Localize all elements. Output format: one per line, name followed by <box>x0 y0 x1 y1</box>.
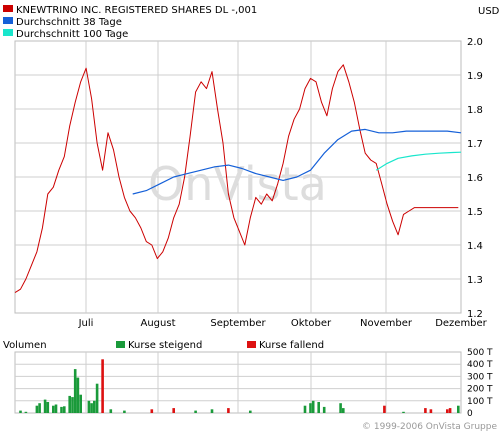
volume-bar <box>303 405 307 413</box>
volume-bar <box>227 408 230 413</box>
volume-bars-group <box>19 359 460 413</box>
watermark-text: OnVista <box>148 157 327 211</box>
volume-bar <box>73 369 77 413</box>
x-tick-label: Oktober <box>291 318 332 329</box>
volume-title: Volumen <box>3 340 47 351</box>
x-tick-label: Dezember <box>435 318 487 329</box>
price-x-axis: Juli August September Oktober November Dezemb… <box>78 318 488 329</box>
volume-tick-label: 0 <box>467 409 473 419</box>
copyright-footer: © 1999-2006 OnVista Gruppe <box>362 422 497 432</box>
legend-label-sma100: Durchschnitt 100 Tage <box>16 29 128 40</box>
series-line-1 <box>132 128 462 195</box>
volume-bar <box>150 409 154 413</box>
legend-swatch-sma100 <box>3 29 13 36</box>
x-tick-label: November <box>360 318 413 329</box>
volume-bar <box>402 411 405 413</box>
series-line-0 <box>14 64 459 294</box>
y-tick-label: 1.5 <box>467 207 483 218</box>
legend-label-falling: Kurse fallend <box>259 340 324 351</box>
volume-bar <box>71 397 74 413</box>
y-tick-label: 1.6 <box>467 173 483 184</box>
volume-bar <box>90 403 93 413</box>
volume-bar <box>249 410 252 413</box>
volume-bar <box>46 402 50 413</box>
volume-bar <box>95 383 99 413</box>
volume-bar <box>317 402 320 413</box>
volume-bar <box>101 359 104 413</box>
volume-bar <box>446 409 449 413</box>
currency-label: USD <box>478 6 500 17</box>
volume-bar <box>24 411 28 413</box>
legend-swatch-price <box>3 5 13 12</box>
volume-bar <box>322 406 326 413</box>
volume-bar <box>68 395 71 413</box>
volume-bar <box>109 409 113 413</box>
volume-tick-label: 500 T <box>467 348 493 358</box>
volume-bar <box>311 400 315 413</box>
volume-bar <box>194 410 197 413</box>
y-tick-label: 1.9 <box>467 71 483 82</box>
x-tick-label: Juli <box>78 318 94 329</box>
series-line-2 <box>375 151 462 171</box>
y-tick-label: 1.4 <box>467 241 483 252</box>
legend-label-rising: Kurse steigend <box>128 340 202 351</box>
volume-y-axis: 0 100 T 200 T 300 T 400 T 500 T <box>467 348 493 419</box>
volume-bar <box>19 410 22 413</box>
volume-bar <box>123 410 126 413</box>
legend-swatch-falling <box>247 341 256 348</box>
volume-bar <box>43 399 47 413</box>
volume-bar <box>93 400 96 413</box>
y-tick-label: 1.2 <box>467 309 483 320</box>
volume-bar <box>210 409 214 413</box>
volume-bar <box>60 406 63 413</box>
volume-bar <box>54 404 58 413</box>
volume-bar <box>424 408 427 413</box>
volume-bar <box>383 405 386 413</box>
volume-bar <box>457 405 460 413</box>
volume-bar <box>76 377 80 413</box>
volume-bar <box>339 403 342 413</box>
y-tick-label: 1.8 <box>467 105 483 116</box>
price-gridlines <box>15 41 461 313</box>
volume-bar <box>172 408 175 413</box>
y-tick-label: 1.3 <box>467 275 483 286</box>
volume-bar <box>38 403 41 413</box>
volume-bar <box>342 408 345 413</box>
volume-tick-label: 200 T <box>467 385 493 395</box>
legend-label-sma38: Durchschnitt 38 Tage <box>16 17 122 28</box>
volume-bar <box>52 405 55 413</box>
legend-swatch-rising <box>116 341 125 348</box>
volume-bar <box>429 409 433 413</box>
volume-tick-label: 100 T <box>467 397 493 407</box>
y-tick-label: 1.7 <box>467 139 483 150</box>
volume-tick-label: 300 T <box>467 372 493 382</box>
price-series-group <box>14 64 462 294</box>
volume-bar <box>309 403 312 413</box>
volume-bar <box>35 405 39 413</box>
volume-tick-label: 400 T <box>467 360 493 370</box>
y-tick-label: 2.0 <box>467 37 483 48</box>
x-tick-label: September <box>210 318 266 329</box>
volume-bar <box>87 400 91 413</box>
volume-bar <box>79 394 82 413</box>
volume-bar <box>448 408 452 413</box>
legend-label-price: KNEWTRINO INC. REGISTERED SHARES DL -,00… <box>16 5 257 16</box>
legend-swatch-sma38 <box>3 17 13 24</box>
volume-bar <box>63 406 66 413</box>
x-tick-label: August <box>141 318 176 329</box>
price-y-axis: 1.2 1.3 1.4 1.5 1.6 1.7 1.8 1.9 2.0 <box>467 37 483 320</box>
